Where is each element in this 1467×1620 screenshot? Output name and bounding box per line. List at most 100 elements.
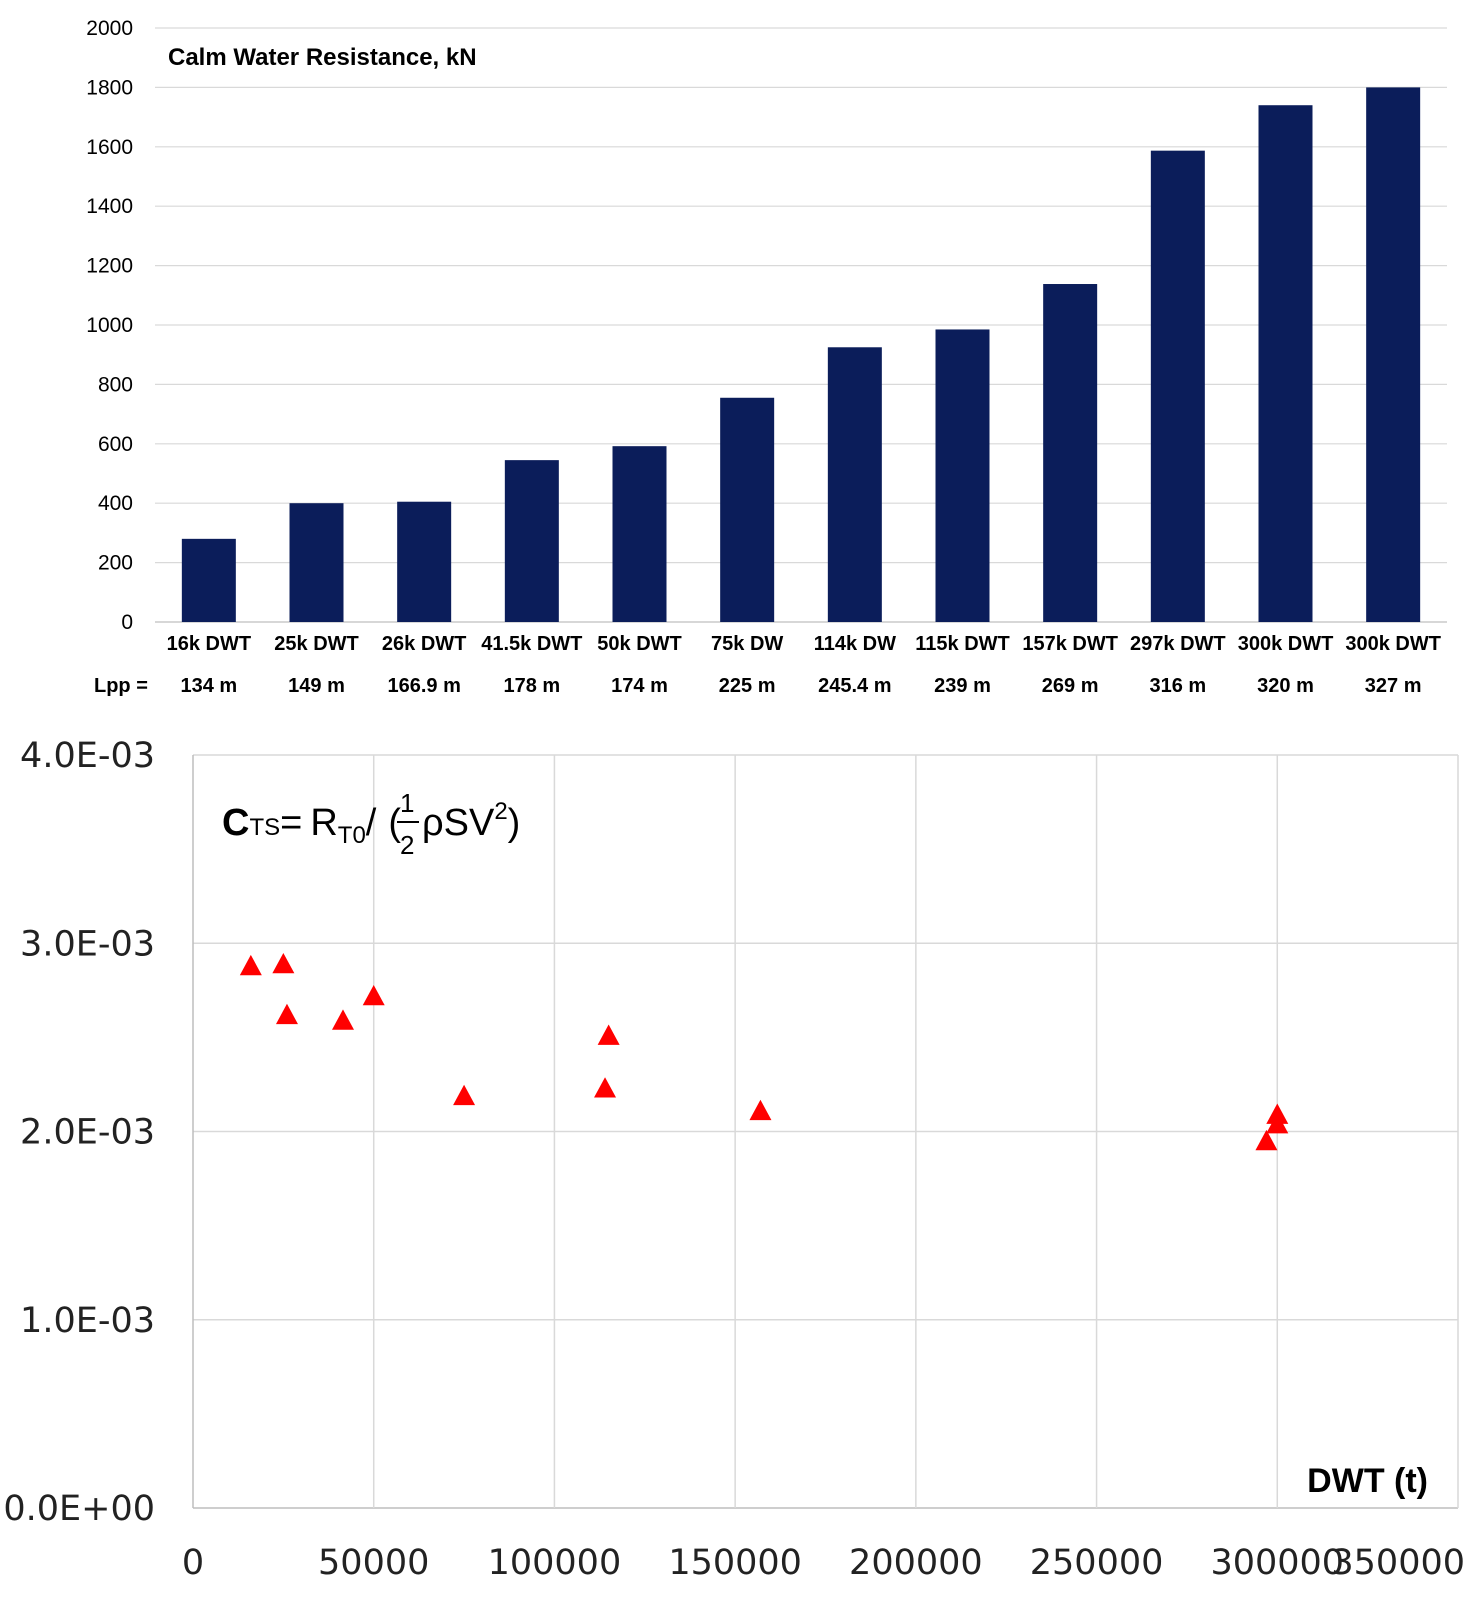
bar-chart-bars: [181, 87, 1421, 623]
bar-category-label: 50k DWT: [597, 633, 681, 655]
scatter-point-triangle: [272, 952, 295, 974]
svg-text:CTS=RT0/(: CTS= RT0/ (: [222, 802, 401, 849]
bar-category-label: 41.5k DWT: [481, 633, 582, 655]
formula-annotation: CTS= RT0/( 1 2 ρSV2): [222, 788, 520, 860]
scatter-point-triangle: [453, 1084, 476, 1106]
scatter-x-tick-label: 100000: [488, 1543, 622, 1583]
bar: [935, 329, 990, 622]
scatter-point-triangle: [749, 1099, 772, 1121]
bar-chart: 0 200 400 600 800 1000 1200 1400 1600 1800 2000 16…: [86, 17, 1447, 697]
bar-category-label: 25k DWT: [274, 633, 358, 655]
scatter-x-tick-label: 200000: [849, 1543, 983, 1583]
scatter-x-tick-label: 300000: [1210, 1543, 1344, 1583]
bar: [504, 460, 559, 622]
scatter-point-triangle: [1255, 1129, 1278, 1151]
scatter-x-tick-label: 150000: [668, 1543, 802, 1583]
scatter-y-tick-label: 2.0E-03: [20, 1113, 155, 1153]
bar-lpp-label: 134 m: [180, 675, 237, 697]
formula-rhosv: ρSV: [422, 802, 495, 844]
bar: [289, 503, 344, 622]
bar-y-tick-label: 800: [98, 373, 133, 396]
scatter-point-triangle: [597, 1024, 620, 1045]
bar: [181, 538, 236, 622]
bar: [612, 446, 667, 622]
bar-category-label: 297k DWT: [1130, 633, 1226, 655]
formula-close: ): [508, 802, 521, 844]
bar-category-label: 114k DW: [814, 633, 896, 655]
scatter-chart-gridlines: [192, 754, 1459, 1509]
bar-lpp-label: 269 m: [1042, 675, 1099, 697]
bar: [1150, 150, 1205, 622]
bar-y-tick-label: 2000: [86, 17, 133, 40]
bar-chart-title: Calm Water Resistance, kN: [168, 44, 477, 71]
bar-chart-gridlines: [155, 27, 1447, 623]
scatter-chart-points: [239, 952, 1289, 1151]
scatter-point-triangle: [1266, 1112, 1289, 1134]
scatter-point-triangle: [239, 954, 262, 976]
bar-lpp-label: 239 m: [934, 675, 991, 697]
scatter-point-triangle: [362, 984, 385, 1006]
formula-sup: 2: [494, 798, 507, 825]
bar-chart-lpp-row: 134 m 149 m 166.9 m 178 m 174 m 225 m 245.4 m 2…: [180, 675, 1421, 697]
bar: [397, 501, 452, 622]
bar-y-tick-label: 1200: [86, 255, 133, 278]
scatter-chart-y-ticks: 0.0E+00 1.0E-03 2.0E-03 3.0E-03 4.0E-03: [3, 736, 155, 1529]
formula-r-sub: T0: [338, 822, 366, 849]
bar-y-tick-label: 0: [121, 611, 133, 634]
svg-text:ρSV2): ρSV2): [422, 798, 520, 844]
scatter-y-tick-label: 1.0E-03: [20, 1301, 155, 1341]
bar-category-label: 157k DWT: [1022, 633, 1118, 655]
scatter-point-triangle: [275, 1003, 298, 1025]
bar-y-tick-label: 1800: [86, 76, 133, 99]
bar-y-tick-label: 200: [98, 552, 133, 575]
bar: [720, 397, 775, 622]
formula-slash: /: [366, 802, 377, 844]
scatter-chart-x-ticks: 0 50000 100000 150000 200000 250000 3000003500…: [182, 1543, 1465, 1583]
scatter-y-tick-label: 0.0E+00: [3, 1489, 155, 1529]
bar-lpp-label: 178 m: [503, 675, 560, 697]
scatter-x-axis-label: DWT (t): [1307, 1462, 1428, 1500]
formula-c: C: [222, 802, 249, 844]
bar-category-label: 115k DWT: [915, 633, 1009, 655]
bar-y-tick-label: 1000: [86, 314, 133, 337]
bar-lpp-label: 245.4 m: [818, 675, 891, 697]
scatter-point-triangle: [594, 1077, 617, 1098]
formula-r: R: [310, 802, 337, 844]
bar-lpp-label: 225 m: [719, 675, 776, 697]
scatter-x-tick-label: 350000: [1331, 1543, 1465, 1583]
formula-ts: TS: [249, 814, 280, 841]
bar: [827, 347, 882, 622]
lpp-row-label: Lpp =: [94, 675, 148, 697]
bar-lpp-label: 320 m: [1257, 675, 1314, 697]
bar-chart-y-ticks: 0 200 400 600 800 1000 1200 1400 1600 1800 2000: [86, 17, 133, 634]
scatter-x-tick-label: 250000: [1030, 1543, 1164, 1583]
bar-category-label: 300k DWT: [1238, 633, 1334, 655]
bar-y-tick-label: 1600: [86, 136, 133, 159]
bar-y-tick-label: 400: [98, 492, 133, 515]
scatter-x-tick-label: 0: [182, 1543, 204, 1583]
bar-y-tick-label: 1400: [86, 195, 133, 218]
formula-frac-den: 2: [400, 830, 414, 860]
formula-eq: =: [280, 802, 302, 844]
bar-category-label: 16k DWT: [167, 633, 251, 655]
bar-chart-categories: 16k DWT 25k DWT 26k DWT 41.5k DWT 50k DWT 75k…: [167, 633, 1441, 655]
scatter-y-tick-label: 3.0E-03: [20, 924, 155, 964]
formula-frac-num: 1: [400, 788, 414, 818]
bar-lpp-label: 327 m: [1365, 675, 1422, 697]
bar-lpp-label: 166.9 m: [387, 675, 460, 697]
bar-category-label: 26k DWT: [382, 633, 466, 655]
bar-category-label: 300k DWT: [1345, 633, 1441, 655]
bar-y-tick-label: 600: [98, 433, 133, 456]
bar-lpp-label: 149 m: [288, 675, 345, 697]
formula-open: (: [388, 802, 401, 844]
scatter-point-triangle: [331, 1009, 354, 1030]
bar: [1043, 284, 1098, 622]
bar-lpp-label: 316 m: [1149, 675, 1206, 697]
bar-lpp-label: 174 m: [611, 675, 668, 697]
scatter-y-tick-label: 4.0E-03: [20, 736, 155, 776]
scatter-x-tick-label: 50000: [318, 1543, 429, 1583]
scatter-chart: 0.0E+00 1.0E-03 2.0E-03 3.0E-03 4.0E-03 0 500…: [3, 736, 1465, 1583]
bar-category-label: 75k DW: [711, 633, 783, 655]
bar: [1258, 105, 1313, 623]
